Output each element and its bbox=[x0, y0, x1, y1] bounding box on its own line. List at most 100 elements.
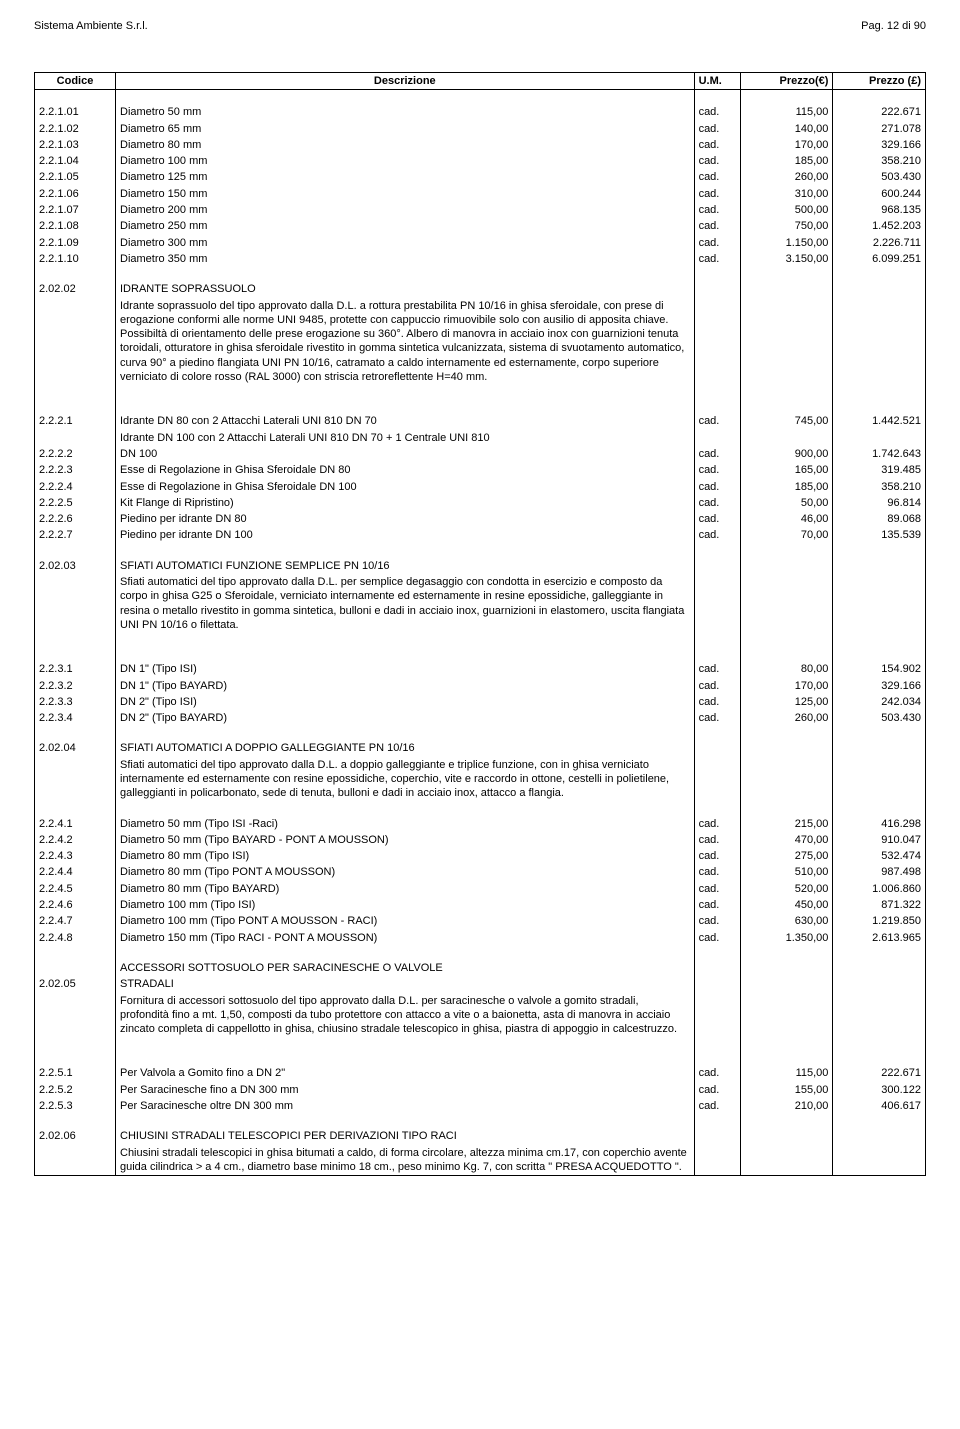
page-number: Pag. 12 di 90 bbox=[861, 20, 926, 32]
cell-codice: 2.2.4.6 bbox=[35, 897, 116, 913]
cell-codice: 2.2.1.04 bbox=[35, 153, 116, 169]
cell-codice: 2.2.3.2 bbox=[35, 678, 116, 694]
cell-prezzo-lire: 89.068 bbox=[833, 511, 926, 527]
cell-prezzo-eur: 260,00 bbox=[740, 710, 833, 726]
cell-um: cad. bbox=[694, 527, 740, 543]
section-body: Idrante soprassuolo del tipo approvato d… bbox=[116, 298, 695, 386]
section-code: 2.02.05 bbox=[35, 976, 116, 992]
cell-descrizione: Per Valvola a Gomito fino a DN 2" bbox=[116, 1065, 695, 1081]
cell-prezzo-lire: 871.322 bbox=[833, 897, 926, 913]
section-body-row: Sfiati automatici del tipo approvato dal… bbox=[35, 757, 926, 802]
cell-um: cad. bbox=[694, 661, 740, 677]
cell-prezzo-eur: 1.150,00 bbox=[740, 235, 833, 251]
cell-codice: 2.2.5.3 bbox=[35, 1098, 116, 1114]
cell-prezzo-lire: 503.430 bbox=[833, 169, 926, 185]
cell-descrizione: Diametro 65 mm bbox=[116, 121, 695, 137]
table-row: 2.2.4.3Diametro 80 mm (Tipo ISI)cad.275,… bbox=[35, 848, 926, 864]
cell-prezzo-eur: 3.150,00 bbox=[740, 251, 833, 267]
cell-codice: 2.2.1.03 bbox=[35, 137, 116, 153]
cell-um: cad. bbox=[694, 511, 740, 527]
cell-prezzo-eur: 170,00 bbox=[740, 137, 833, 153]
cell-codice: 2.2.1.01 bbox=[35, 104, 116, 120]
cell-um: cad. bbox=[694, 104, 740, 120]
cell-descrizione: Idrante DN 100 con 2 Attacchi Laterali U… bbox=[116, 430, 695, 446]
section-title-row: 2.02.04SFIATI AUTOMATICI A DOPPIO GALLEG… bbox=[35, 740, 926, 756]
cell-codice: 2.2.4.4 bbox=[35, 864, 116, 880]
cell-prezzo-eur bbox=[740, 430, 833, 446]
table-row: 2.2.4.5Diametro 80 mm (Tipo BAYARD)cad.5… bbox=[35, 881, 926, 897]
cell-codice bbox=[35, 430, 116, 446]
section-title-row: 2.02.03SFIATI AUTOMATICI FUNZIONE SEMPLI… bbox=[35, 558, 926, 574]
cell-descrizione: Per Saracinesche oltre DN 300 mm bbox=[116, 1098, 695, 1114]
cell-codice: 2.2.5.1 bbox=[35, 1065, 116, 1081]
cell-prezzo-lire: 406.617 bbox=[833, 1098, 926, 1114]
cell-codice: 2.2.2.5 bbox=[35, 495, 116, 511]
section-body-row: Idrante soprassuolo del tipo approvato d… bbox=[35, 298, 926, 386]
cell-prezzo-eur: 630,00 bbox=[740, 913, 833, 929]
cell-um: cad. bbox=[694, 678, 740, 694]
cell-prezzo-lire: 6.099.251 bbox=[833, 251, 926, 267]
spacer-row bbox=[35, 90, 926, 105]
table-row: 2.2.2.6Piedino per idrante DN 80cad.46,0… bbox=[35, 511, 926, 527]
page-header: Sistema Ambiente S.r.l. Pag. 12 di 90 bbox=[34, 20, 926, 32]
cell-prezzo-lire: 416.298 bbox=[833, 816, 926, 832]
cell-prezzo-lire: 503.430 bbox=[833, 710, 926, 726]
cell-um: cad. bbox=[694, 495, 740, 511]
section-title: SFIATI AUTOMATICI FUNZIONE SEMPLICE PN 1… bbox=[116, 558, 695, 574]
cell-um: cad. bbox=[694, 169, 740, 185]
cell-descrizione: Diametro 200 mm bbox=[116, 202, 695, 218]
cell-prezzo-eur: 115,00 bbox=[740, 1065, 833, 1081]
cell-descrizione: DN 1" (Tipo BAYARD) bbox=[116, 678, 695, 694]
cell-prezzo-lire: 910.047 bbox=[833, 832, 926, 848]
cell-descrizione: DN 1" (Tipo ISI) bbox=[116, 661, 695, 677]
cell-codice: 2.2.1.10 bbox=[35, 251, 116, 267]
cell-descrizione: Diametro 150 mm (Tipo RACI - PONT A MOUS… bbox=[116, 930, 695, 946]
cell-descrizione: Idrante DN 80 con 2 Attacchi Laterali UN… bbox=[116, 413, 695, 429]
cell-descrizione: DN 2" (Tipo BAYARD) bbox=[116, 710, 695, 726]
cell-descrizione: Diametro 150 mm bbox=[116, 186, 695, 202]
table-row: 2.2.1.04Diametro 100 mmcad.185,00358.210 bbox=[35, 153, 926, 169]
cell-codice: 2.2.1.08 bbox=[35, 218, 116, 234]
cell-descrizione: Diametro 80 mm (Tipo PONT A MOUSSON) bbox=[116, 864, 695, 880]
cell-prezzo-lire: 987.498 bbox=[833, 864, 926, 880]
cell-descrizione: Diametro 50 mm (Tipo BAYARD - PONT A MOU… bbox=[116, 832, 695, 848]
section-code: 2.02.06 bbox=[35, 1128, 116, 1144]
cell-codice: 2.2.4.1 bbox=[35, 816, 116, 832]
cell-codice: 2.2.2.6 bbox=[35, 511, 116, 527]
cell-um: cad. bbox=[694, 832, 740, 848]
table-row: 2.2.1.09Diametro 300 mmcad.1.150,002.226… bbox=[35, 235, 926, 251]
table-row: 2.2.3.1DN 1" (Tipo ISI)cad.80,00154.902 bbox=[35, 661, 926, 677]
table-row: 2.2.3.4DN 2" (Tipo BAYARD)cad.260,00503.… bbox=[35, 710, 926, 726]
cell-prezzo-eur: 520,00 bbox=[740, 881, 833, 897]
cell-codice: 2.2.4.3 bbox=[35, 848, 116, 864]
cell-descrizione: Diametro 100 mm (Tipo PONT A MOUSSON - R… bbox=[116, 913, 695, 929]
cell-prezzo-lire: 1.742.643 bbox=[833, 446, 926, 462]
cell-prezzo-lire: 1.442.521 bbox=[833, 413, 926, 429]
cell-descrizione: DN 100 bbox=[116, 446, 695, 462]
cell-um: cad. bbox=[694, 1098, 740, 1114]
table-row: 2.2.4.1Diametro 50 mm (Tipo ISI -Raci)ca… bbox=[35, 816, 926, 832]
table-row: 2.2.2.5Kit Flange di Ripristino)cad.50,0… bbox=[35, 495, 926, 511]
cell-um: cad. bbox=[694, 848, 740, 864]
spacer-row bbox=[35, 544, 926, 558]
cell-descrizione: Esse di Regolazione in Ghisa Sferoidale … bbox=[116, 462, 695, 478]
cell-um: cad. bbox=[694, 137, 740, 153]
table-row: 2.2.4.8Diametro 150 mm (Tipo RACI - PONT… bbox=[35, 930, 926, 946]
cell-prezzo-lire: 2.226.711 bbox=[833, 235, 926, 251]
table-row: 2.2.4.2Diametro 50 mm (Tipo BAYARD - PON… bbox=[35, 832, 926, 848]
cell-prezzo-lire: 222.671 bbox=[833, 1065, 926, 1081]
cell-prezzo-eur: 510,00 bbox=[740, 864, 833, 880]
cell-um: cad. bbox=[694, 121, 740, 137]
spacer-row bbox=[35, 726, 926, 740]
cell-um: cad. bbox=[694, 1082, 740, 1098]
table-row: 2.2.4.4Diametro 80 mm (Tipo PONT A MOUSS… bbox=[35, 864, 926, 880]
cell-prezzo-eur: 310,00 bbox=[740, 186, 833, 202]
cell-codice: 2.2.1.02 bbox=[35, 121, 116, 137]
cell-um: cad. bbox=[694, 864, 740, 880]
cell-prezzo-lire: 358.210 bbox=[833, 479, 926, 495]
cell-descrizione: Per Saracinesche fino a DN 300 mm bbox=[116, 1082, 695, 1098]
cell-um: cad. bbox=[694, 881, 740, 897]
spacer-row bbox=[35, 1051, 926, 1065]
cell-codice: 2.2.2.7 bbox=[35, 527, 116, 543]
cell-prezzo-eur: 470,00 bbox=[740, 832, 833, 848]
